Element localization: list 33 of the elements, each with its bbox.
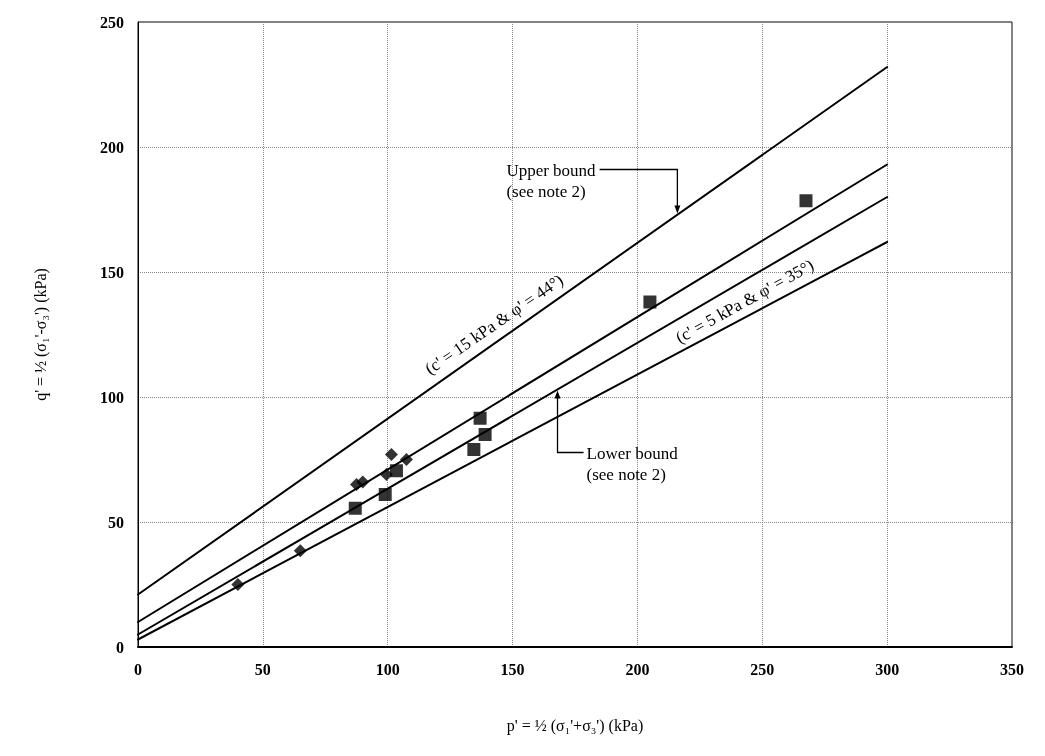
x-tick-label: 100: [375, 660, 400, 678]
y-tick-label: 0: [116, 638, 124, 656]
point: [467, 443, 481, 456]
point: [799, 194, 813, 208]
point: [643, 295, 657, 309]
x-tick-label: 0: [134, 660, 142, 678]
y-tick-label: 250: [100, 13, 124, 31]
y-tick-label: 150: [100, 263, 124, 281]
annotation: (c' = 5 kPa & φ' = 35°): [672, 255, 817, 348]
y-axis-title: q' = ½ (σ₁'-σ₃') (kPa): [31, 268, 50, 401]
point: [384, 448, 398, 461]
point: [378, 488, 392, 501]
point: [231, 578, 245, 591]
annotation: (c' = 15 kPa & φ' = 44°): [421, 270, 567, 379]
x-tick-label: 300: [875, 660, 900, 678]
x-tick-label: 50: [254, 660, 271, 678]
annotation: Upper bound (see note 2): [506, 160, 597, 201]
point: [356, 475, 370, 489]
y-tick-label: 50: [108, 513, 124, 531]
x-tick-label: 350: [1000, 660, 1024, 678]
point: [293, 544, 307, 558]
x-axis-title: p' = ½ (σ₁'+σ₃') (kPa): [506, 716, 644, 735]
x-tick-label: 200: [625, 660, 650, 678]
point: [348, 501, 362, 515]
x-tick-label: 150: [500, 660, 525, 678]
point: [389, 464, 403, 478]
point: [399, 453, 413, 466]
point: [478, 428, 492, 441]
annotation: Lower bound (see note 2): [586, 443, 679, 484]
y-tick-label: 100: [100, 388, 124, 406]
x-tick-label: 250: [750, 660, 775, 678]
point: [473, 411, 487, 425]
y-tick-label: 200: [100, 138, 124, 156]
